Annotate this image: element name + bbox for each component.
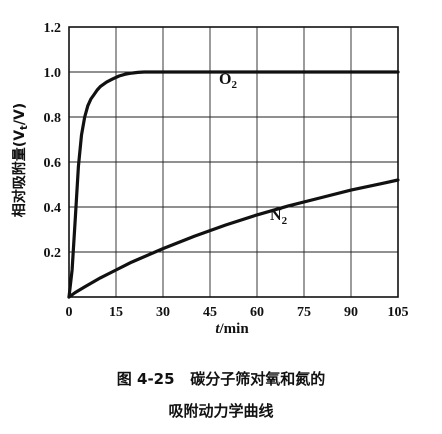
- x-tick-label: 75: [297, 305, 311, 320]
- series-label-o2: O2: [219, 71, 237, 91]
- y-tick-label: 0.8: [44, 111, 62, 126]
- figure-caption-line-1: 图 4-25 碳分子筛对氧和氮的: [116, 370, 326, 388]
- y-tick-label: 1.2: [44, 21, 62, 36]
- y-axis-label-main: 相对吸附量(V: [11, 130, 28, 217]
- x-axis-label-italic: t: [215, 321, 220, 337]
- x-tick-label: 105: [388, 305, 409, 320]
- x-axis-label: t/min: [215, 321, 249, 337]
- x-tick-label: 60: [250, 305, 264, 320]
- x-axis-label-unit: /min: [218, 321, 249, 337]
- series-label-n2: N2: [270, 207, 288, 227]
- y-axis-label-sub: t: [19, 125, 30, 130]
- series-line-1: [67, 70, 400, 299]
- y-axis-label-end: /V): [12, 103, 28, 125]
- x-tick-label: 0: [66, 305, 73, 320]
- y-tick-label: 0.4: [44, 201, 62, 216]
- y-axis-label: 相对吸附量(Vt/V): [11, 103, 30, 217]
- figure-caption-line-2: 吸附动力学曲线: [168, 402, 274, 420]
- tick-labels: 0 15 30 45 60 75 90 105 0.2 0.4 0.6 0.8 1.0 1.2: [44, 21, 409, 320]
- y-tick-label: 1.0: [44, 66, 62, 81]
- y-tick-label: 0.2: [44, 246, 62, 261]
- x-tick-label: 45: [203, 305, 217, 320]
- x-tick-label: 90: [344, 305, 358, 320]
- series-labels: O2 N2: [219, 71, 288, 227]
- x-tick-label: 15: [109, 305, 123, 320]
- x-tick-label: 30: [156, 305, 170, 320]
- series-group: [67, 70, 400, 299]
- y-tick-label: 0.6: [44, 156, 62, 171]
- series-line-2: [67, 178, 400, 299]
- grid-lines: [69, 27, 398, 297]
- plot-frame: [68, 26, 399, 298]
